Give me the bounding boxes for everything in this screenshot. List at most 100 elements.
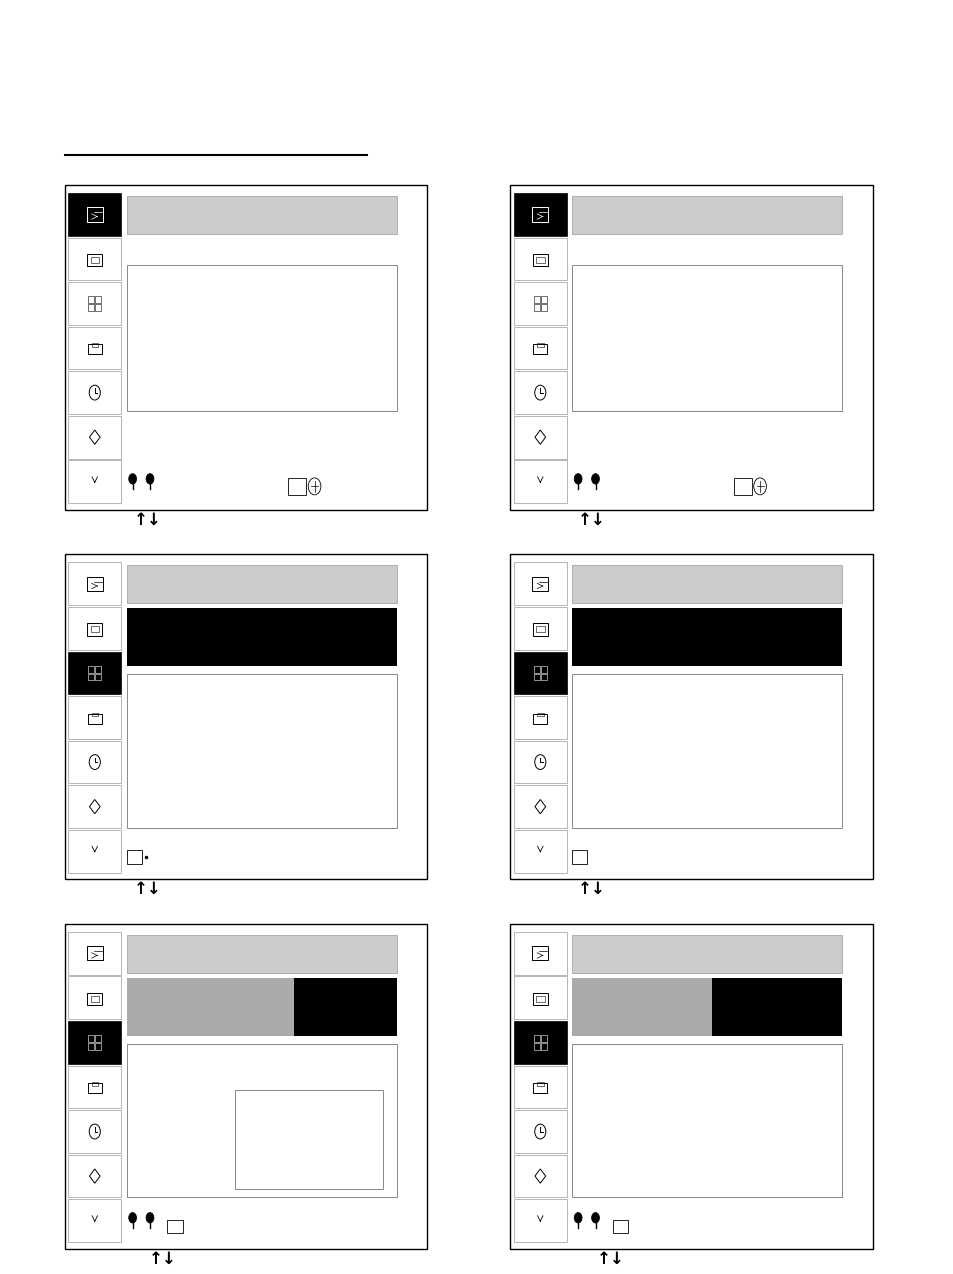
Text: ↑↓: ↑↓ xyxy=(577,511,605,529)
Bar xyxy=(733,478,751,494)
Text: ↑↓: ↑↓ xyxy=(133,880,162,898)
Bar xyxy=(514,282,566,325)
Bar xyxy=(69,282,121,325)
Bar xyxy=(69,415,121,459)
Bar xyxy=(540,304,546,311)
Bar xyxy=(514,371,566,414)
Bar xyxy=(91,1082,98,1085)
Bar xyxy=(572,935,841,972)
Text: ↑↓: ↑↓ xyxy=(133,511,162,529)
Text: ↑↓: ↑↓ xyxy=(596,1250,624,1268)
Bar xyxy=(612,1219,628,1233)
Bar xyxy=(514,1199,566,1242)
Bar xyxy=(127,1043,396,1198)
Bar xyxy=(69,1199,121,1242)
Bar xyxy=(572,850,587,864)
Bar xyxy=(69,562,121,605)
Bar xyxy=(95,297,101,303)
Bar xyxy=(167,1219,183,1233)
Bar xyxy=(514,829,566,873)
Bar xyxy=(95,1036,101,1042)
Bar xyxy=(533,1083,547,1093)
Bar xyxy=(69,606,121,650)
Bar xyxy=(533,297,539,303)
Circle shape xyxy=(574,1213,581,1223)
Bar xyxy=(65,554,427,879)
Bar xyxy=(88,623,102,636)
Bar xyxy=(533,304,539,311)
Bar xyxy=(514,740,566,784)
Circle shape xyxy=(753,478,765,494)
Bar xyxy=(88,1043,94,1050)
Bar xyxy=(514,562,566,605)
Bar xyxy=(87,947,103,961)
Bar xyxy=(127,850,142,864)
Bar xyxy=(69,460,121,503)
Bar xyxy=(572,196,841,233)
Bar xyxy=(87,577,103,591)
Bar xyxy=(510,554,872,879)
Bar xyxy=(69,237,121,280)
Bar xyxy=(69,371,121,414)
Bar xyxy=(533,623,547,636)
Bar xyxy=(532,208,548,222)
Bar xyxy=(533,254,547,266)
Bar xyxy=(69,326,121,369)
Text: ↑↓: ↑↓ xyxy=(148,1250,176,1268)
Bar xyxy=(532,947,548,961)
Bar xyxy=(91,626,99,632)
Bar xyxy=(69,696,121,739)
Bar xyxy=(69,785,121,828)
Bar xyxy=(95,674,101,680)
Bar xyxy=(537,1082,543,1085)
Bar xyxy=(572,977,712,1036)
Bar xyxy=(69,1154,121,1198)
Bar xyxy=(127,196,396,233)
Bar xyxy=(540,1036,546,1042)
Bar xyxy=(514,696,566,739)
Bar xyxy=(514,606,566,650)
Circle shape xyxy=(308,478,320,494)
Bar xyxy=(65,924,427,1249)
Bar xyxy=(91,995,99,1001)
Bar xyxy=(127,566,396,603)
Bar xyxy=(540,666,546,673)
Circle shape xyxy=(574,474,581,484)
Bar xyxy=(540,674,546,680)
Bar xyxy=(572,265,841,410)
Bar xyxy=(514,326,566,369)
Bar xyxy=(533,674,539,680)
Bar xyxy=(514,192,566,236)
Bar xyxy=(514,1154,566,1198)
Bar xyxy=(514,931,566,975)
Bar xyxy=(69,1110,121,1153)
Bar xyxy=(294,977,396,1036)
Bar xyxy=(88,344,102,354)
Bar xyxy=(87,208,103,222)
Bar xyxy=(88,1083,102,1093)
Text: ↑↓: ↑↓ xyxy=(577,880,605,898)
Bar xyxy=(514,976,566,1019)
Bar xyxy=(514,1110,566,1153)
Bar xyxy=(65,185,427,510)
Bar xyxy=(95,1043,101,1050)
Bar xyxy=(95,304,101,311)
Bar xyxy=(533,1043,539,1050)
Circle shape xyxy=(129,1213,136,1223)
Bar xyxy=(514,237,566,280)
Bar xyxy=(514,1020,566,1064)
Bar xyxy=(540,1043,546,1050)
Bar xyxy=(572,566,841,603)
Bar xyxy=(514,651,566,694)
Circle shape xyxy=(591,1213,598,1223)
Bar xyxy=(537,712,543,716)
Bar xyxy=(712,977,841,1036)
Bar xyxy=(533,1036,539,1042)
Bar xyxy=(95,666,101,673)
Bar xyxy=(533,344,547,354)
Bar xyxy=(91,343,98,347)
Bar xyxy=(533,666,539,673)
Bar xyxy=(234,1089,383,1190)
Bar xyxy=(572,608,841,666)
Bar xyxy=(88,992,102,1005)
